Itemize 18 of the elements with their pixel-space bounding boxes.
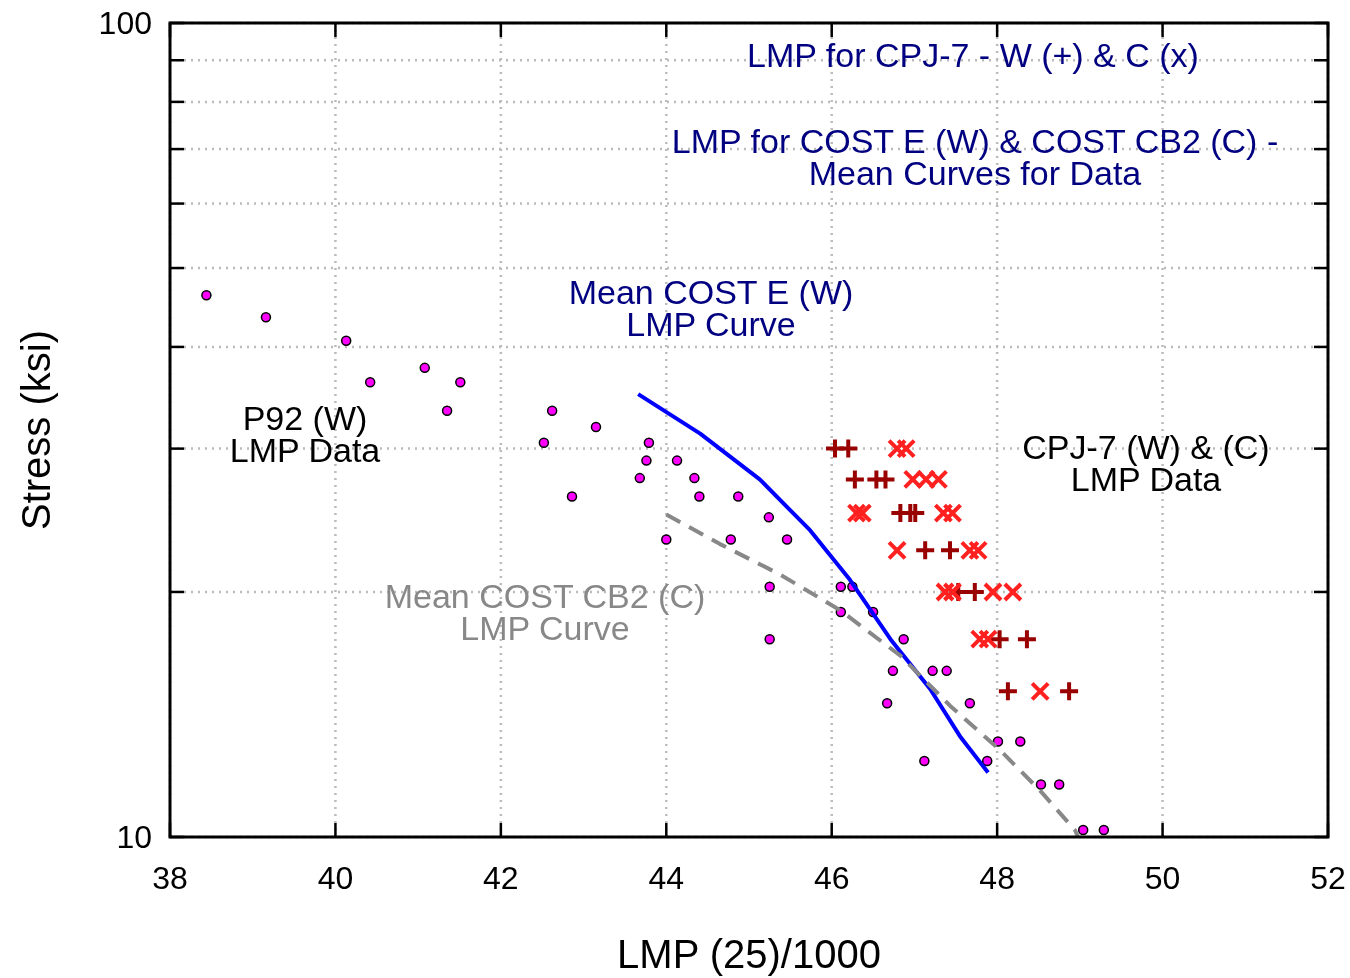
annotation: LMP for COST E (W) & COST CB2 (C) - Mean Curves for Data	[671, 122, 1279, 192]
y-tick-label: 100	[98, 5, 152, 42]
x-tick-label: 48	[979, 860, 1015, 896]
x-tick-label: 42	[483, 860, 519, 896]
x-tick-label: 46	[813, 860, 850, 896]
x-tick-label: 44	[648, 860, 685, 896]
annotation: Mean COST CB2 (C) LMP Curve	[384, 577, 706, 647]
x-tick-label: 50	[1144, 860, 1181, 896]
annotation: LMP for CPJ-7 - W (+) & C (x)	[747, 35, 1199, 74]
annotation: P92 (W) LMP Data	[229, 399, 381, 469]
y-tick-label: 10	[116, 819, 152, 856]
x-tick-label: 52	[1310, 860, 1346, 896]
x-tick-label: 40	[317, 860, 354, 896]
annotation: CPJ-7 (W) & (C) LMP Data	[1022, 428, 1270, 498]
x-axis-title: LMP (25)/1000	[617, 932, 881, 976]
annotation: Mean COST E (W) LMP Curve	[568, 273, 854, 343]
x-tick-label: 38	[152, 860, 188, 896]
y-axis-title: Stress (ksi)	[14, 330, 58, 530]
